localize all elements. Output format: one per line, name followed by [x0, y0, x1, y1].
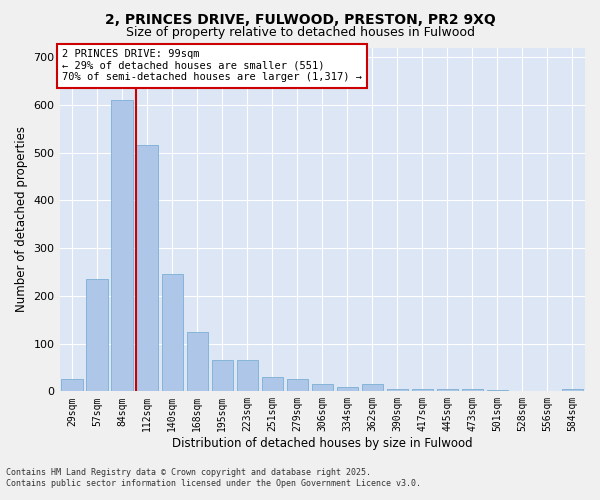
Bar [412, 389, 433, 392]
Y-axis label: Number of detached properties: Number of detached properties [15, 126, 28, 312]
Bar [337, 386, 358, 392]
Bar [462, 389, 483, 392]
Bar [287, 380, 308, 392]
Bar [61, 380, 83, 392]
Bar [562, 389, 583, 392]
Bar [161, 274, 183, 392]
Text: 2 PRINCES DRIVE: 99sqm
← 29% of detached houses are smaller (551)
70% of semi-de: 2 PRINCES DRIVE: 99sqm ← 29% of detached… [62, 49, 362, 82]
Text: 2, PRINCES DRIVE, FULWOOD, PRESTON, PR2 9XQ: 2, PRINCES DRIVE, FULWOOD, PRESTON, PR2 … [104, 12, 496, 26]
Bar [187, 332, 208, 392]
Bar [262, 377, 283, 392]
Bar [362, 384, 383, 392]
Bar [387, 389, 408, 392]
X-axis label: Distribution of detached houses by size in Fulwood: Distribution of detached houses by size … [172, 437, 473, 450]
Bar [437, 389, 458, 392]
Text: Size of property relative to detached houses in Fulwood: Size of property relative to detached ho… [125, 26, 475, 39]
Bar [212, 360, 233, 392]
Bar [236, 360, 258, 392]
Text: Contains HM Land Registry data © Crown copyright and database right 2025.
Contai: Contains HM Land Registry data © Crown c… [6, 468, 421, 487]
Bar [311, 384, 333, 392]
Bar [86, 279, 108, 392]
Bar [112, 100, 133, 392]
Bar [487, 390, 508, 392]
Bar [136, 146, 158, 392]
